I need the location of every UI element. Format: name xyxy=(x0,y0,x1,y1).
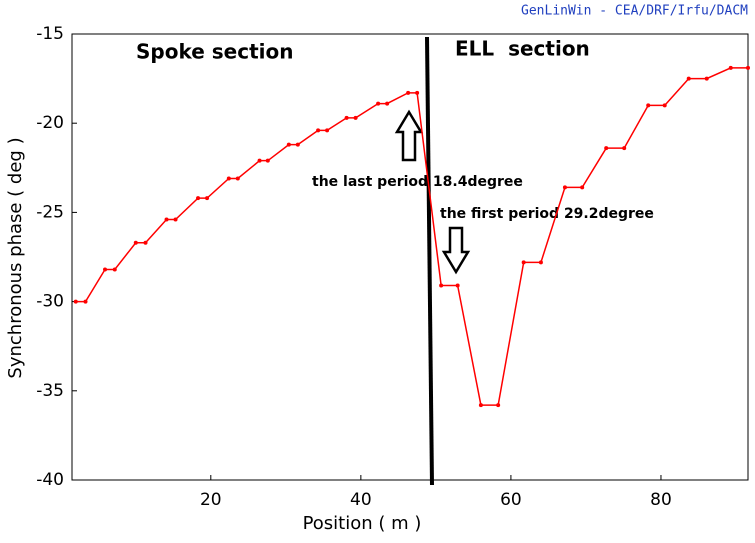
point xyxy=(103,267,108,272)
plot-frame xyxy=(71,33,749,481)
point xyxy=(439,283,444,288)
y-tick-label: -25 xyxy=(36,202,64,222)
point xyxy=(295,142,300,147)
x-tick-label: 60 xyxy=(500,490,522,510)
point xyxy=(133,240,138,245)
up-arrow xyxy=(394,109,424,162)
point xyxy=(235,176,240,181)
y-tick-label: -40 xyxy=(36,470,64,490)
x-axis-label: Position ( m ) xyxy=(303,513,422,534)
point xyxy=(164,217,169,222)
point xyxy=(73,299,78,304)
point xyxy=(662,103,667,108)
point xyxy=(604,146,609,151)
y-tick-label: -35 xyxy=(36,381,64,401)
point xyxy=(83,299,88,304)
x-tick-label: 20 xyxy=(200,490,222,510)
annotation: the first period 29.2degree xyxy=(440,206,654,222)
point xyxy=(353,115,358,120)
point xyxy=(746,65,750,70)
y-tick-label: -30 xyxy=(36,292,64,312)
point xyxy=(376,101,381,106)
x-tick-label: 40 xyxy=(350,490,372,510)
y-axis-label: Synchronous phase ( deg ) xyxy=(5,137,26,378)
point xyxy=(704,76,709,81)
point xyxy=(646,103,651,108)
point xyxy=(257,158,262,163)
point xyxy=(580,185,585,190)
point xyxy=(415,90,420,95)
series-line xyxy=(75,67,748,406)
point xyxy=(521,260,526,265)
point xyxy=(406,90,411,95)
point xyxy=(286,142,291,147)
point xyxy=(325,128,330,133)
point xyxy=(686,76,691,81)
y-tick-label: -20 xyxy=(36,113,64,133)
annotation: the last period 18.4degree xyxy=(312,174,523,190)
point xyxy=(112,267,117,272)
point xyxy=(562,185,567,190)
point xyxy=(143,240,148,245)
point xyxy=(173,217,178,222)
point xyxy=(728,65,733,70)
point xyxy=(265,158,270,163)
annotation: ELL section xyxy=(455,37,590,61)
point xyxy=(196,196,201,201)
point xyxy=(622,146,627,151)
point xyxy=(496,403,501,408)
point xyxy=(538,260,543,265)
point xyxy=(478,403,483,408)
section-divider xyxy=(425,36,434,486)
down-arrow xyxy=(441,226,471,275)
point xyxy=(455,283,460,288)
annotation: Spoke section xyxy=(136,40,293,64)
point xyxy=(344,115,349,120)
x-tick-label: 80 xyxy=(650,490,672,510)
point xyxy=(316,128,321,133)
point xyxy=(226,176,231,181)
point xyxy=(205,196,210,201)
chart-title: GenLinWin - CEA/DRF/Irfu/DACM xyxy=(521,4,748,19)
y-tick-label: -15 xyxy=(36,24,64,44)
point xyxy=(385,101,390,106)
